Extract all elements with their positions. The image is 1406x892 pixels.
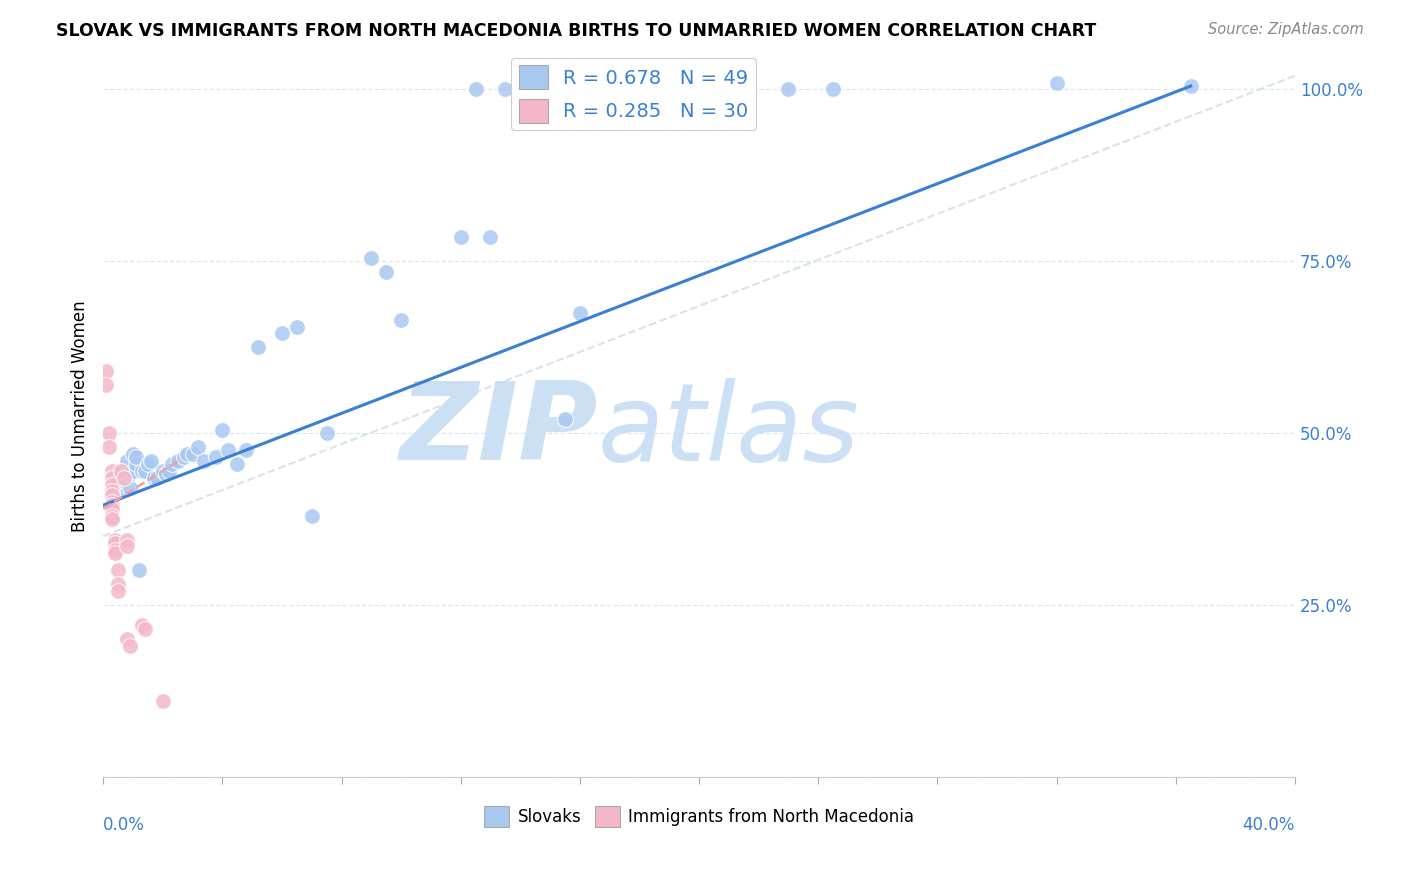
Text: Source: ZipAtlas.com: Source: ZipAtlas.com <box>1208 22 1364 37</box>
Point <box>104 546 127 560</box>
Point <box>235 443 257 458</box>
Point <box>173 450 195 464</box>
Point <box>112 471 135 485</box>
Point <box>131 618 153 632</box>
Point <box>118 467 141 482</box>
Point <box>464 82 486 96</box>
Point <box>205 450 228 464</box>
Point <box>509 82 531 96</box>
Legend: Slovaks, Immigrants from North Macedonia: Slovaks, Immigrants from North Macedonia <box>478 799 921 833</box>
Point <box>142 471 165 485</box>
Point <box>122 464 145 478</box>
Point <box>554 412 576 426</box>
Point <box>101 484 124 499</box>
Point <box>107 584 129 599</box>
Point <box>554 82 576 96</box>
Point <box>110 471 132 485</box>
Point <box>778 82 800 96</box>
Point <box>101 495 124 509</box>
Point <box>157 464 180 478</box>
Point <box>145 471 167 485</box>
Point <box>134 622 156 636</box>
Point <box>271 326 294 341</box>
Point <box>673 82 696 96</box>
Point <box>104 533 127 547</box>
Point <box>101 471 124 485</box>
Point <box>94 378 117 392</box>
Point <box>181 447 204 461</box>
Point <box>217 443 239 458</box>
Point <box>115 632 138 647</box>
Point <box>450 230 472 244</box>
Point <box>583 82 606 96</box>
Text: 0.0%: 0.0% <box>103 816 145 834</box>
Point <box>193 453 215 467</box>
Point <box>389 312 412 326</box>
Text: 40.0%: 40.0% <box>1243 816 1295 834</box>
Point <box>166 453 188 467</box>
Point <box>1046 76 1069 90</box>
Point <box>104 542 127 557</box>
Point <box>101 501 124 516</box>
Point <box>115 533 138 547</box>
Y-axis label: Births to Unmarried Women: Births to Unmarried Women <box>72 300 89 532</box>
Point <box>375 264 398 278</box>
Point <box>568 306 591 320</box>
Point <box>128 564 150 578</box>
Point <box>134 464 156 478</box>
Point <box>107 564 129 578</box>
Point <box>118 481 141 495</box>
Point <box>494 82 516 96</box>
Point <box>136 457 159 471</box>
Point <box>110 464 132 478</box>
Point <box>101 512 124 526</box>
Point <box>176 447 198 461</box>
Point <box>101 477 124 491</box>
Point <box>125 457 148 471</box>
Point <box>139 453 162 467</box>
Point <box>152 464 174 478</box>
Point <box>360 251 382 265</box>
Point <box>101 488 124 502</box>
Text: ZIP: ZIP <box>399 377 598 483</box>
Point <box>538 82 561 96</box>
Point <box>1180 78 1202 93</box>
Point <box>94 364 117 378</box>
Point <box>643 82 665 96</box>
Point <box>152 694 174 708</box>
Point <box>125 450 148 464</box>
Point <box>613 82 636 96</box>
Point <box>115 467 138 482</box>
Point <box>733 82 755 96</box>
Point <box>301 508 323 523</box>
Point <box>104 536 127 550</box>
Point <box>115 540 138 554</box>
Point <box>122 447 145 461</box>
Point <box>112 464 135 478</box>
Point <box>160 457 183 471</box>
Point <box>285 319 308 334</box>
Point <box>107 477 129 491</box>
Point <box>115 453 138 467</box>
Point <box>112 474 135 488</box>
Point <box>101 498 124 512</box>
Point <box>98 440 121 454</box>
Point <box>315 425 337 440</box>
Point <box>823 82 845 96</box>
Point <box>107 577 129 591</box>
Point <box>247 340 270 354</box>
Text: SLOVAK VS IMMIGRANTS FROM NORTH MACEDONIA BIRTHS TO UNMARRIED WOMEN CORRELATION : SLOVAK VS IMMIGRANTS FROM NORTH MACEDONI… <box>56 22 1097 40</box>
Point <box>101 464 124 478</box>
Point <box>101 508 124 523</box>
Point <box>118 639 141 653</box>
Point <box>187 440 209 454</box>
Text: atlas: atlas <box>598 378 859 483</box>
Point <box>479 230 502 244</box>
Point <box>98 425 121 440</box>
Point <box>211 423 233 437</box>
Point <box>226 457 249 471</box>
Point <box>107 484 129 499</box>
Point <box>131 464 153 478</box>
Point <box>155 467 177 482</box>
